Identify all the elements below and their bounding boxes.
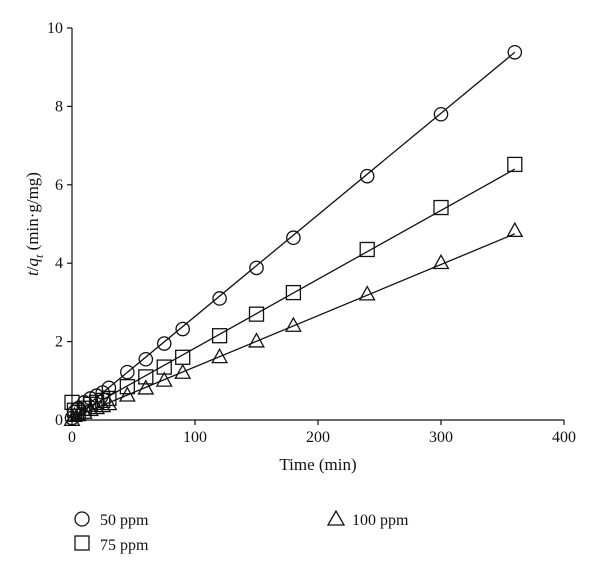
data-point-triangle: [81, 400, 99, 417]
data-point-triangle: [94, 396, 112, 413]
legend-label-50ppm: 50 ppm: [100, 512, 149, 529]
fit-line: [71, 168, 516, 418]
data-point-square: [119, 379, 135, 395]
data-point-square: [138, 369, 154, 385]
data-point-triangle: [432, 253, 450, 270]
plot-area: 0 100 200 300 400 0 2 4 6 8 10: [47, 20, 576, 446]
y-tick-label: 4: [55, 255, 63, 272]
y-axis-title: t/qt (min·g/mg): [23, 172, 46, 276]
x-tick-label: 300: [429, 429, 453, 446]
fit-lines: [71, 51, 516, 419]
x-tick-label: 400: [552, 429, 576, 446]
data-point-triangle: [248, 332, 265, 348]
data-point-circle: [433, 106, 449, 122]
x-tick-label: 0: [68, 429, 76, 446]
fit-line: [71, 51, 516, 419]
y-title-slash: /: [23, 266, 42, 271]
data-point-circle: [138, 351, 154, 367]
data-point-triangle: [137, 379, 155, 395]
y-tick-label: 6: [55, 177, 63, 194]
y-tick-label: 8: [55, 98, 63, 115]
legend-item-100ppm: 100 ppm: [326, 509, 409, 529]
data-point-triangle: [75, 403, 93, 419]
x-axis-title: Time (min): [279, 455, 356, 474]
data-point-triangle: [506, 221, 524, 238]
data-point-square: [285, 284, 302, 301]
data-point-triangle: [100, 394, 118, 411]
data-point-circle: [249, 260, 264, 276]
data-point-triangle: [211, 347, 229, 364]
legend-label-75ppm: 75 ppm: [100, 537, 149, 554]
legend-item-50ppm: 50 ppm: [74, 511, 149, 529]
data-point-circle: [101, 380, 117, 396]
data-point-triangle: [118, 386, 136, 402]
x-tick-label: 200: [306, 429, 330, 446]
legend-label-100ppm: 100 ppm: [352, 512, 409, 529]
data-point-triangle: [284, 316, 302, 332]
data-point-square: [433, 199, 449, 216]
y-tick-label: 2: [55, 334, 63, 351]
data-point-square: [64, 394, 80, 411]
data-point-circle: [359, 168, 375, 184]
legend: 50 ppm 75 ppm 100 ppm: [74, 509, 409, 554]
y-title-q: q: [23, 258, 42, 267]
x-tick-label: 100: [183, 429, 207, 446]
data-point-circle: [212, 291, 227, 306]
legend-marker-square: [74, 535, 90, 551]
data-point-triangle: [174, 363, 192, 379]
data-point-circle: [120, 364, 135, 380]
data-point-circle: [507, 45, 523, 60]
data-point-square: [507, 156, 523, 173]
data-points: [63, 45, 524, 426]
legend-marker-triangle: [326, 509, 346, 526]
fit-line: [71, 233, 516, 419]
legend-item-75ppm: 75 ppm: [74, 535, 149, 554]
y-tick-label: 10: [47, 20, 63, 37]
axis-ticks: 0 100 200 300 400 0 2 4 6 8 10: [47, 20, 576, 446]
data-point-square: [211, 328, 228, 344]
data-point-square: [101, 390, 117, 407]
data-point-square: [359, 241, 375, 258]
data-point-circle: [156, 336, 172, 351]
data-point-circle: [175, 321, 191, 337]
data-point-triangle: [358, 285, 376, 301]
y-title-subscript: t: [32, 254, 46, 258]
data-point-triangle: [155, 371, 173, 387]
data-point-triangle: [88, 398, 106, 415]
legend-marker-circle: [74, 511, 90, 527]
data-point-triangle: [66, 406, 83, 423]
y-title-unit: (min·g/mg): [23, 172, 42, 255]
data-point-circle: [286, 230, 301, 246]
y-title-t: t: [23, 270, 42, 276]
data-point-square: [248, 306, 265, 322]
data-point-triangle: [69, 405, 87, 422]
y-tick-label: 0: [55, 412, 63, 429]
